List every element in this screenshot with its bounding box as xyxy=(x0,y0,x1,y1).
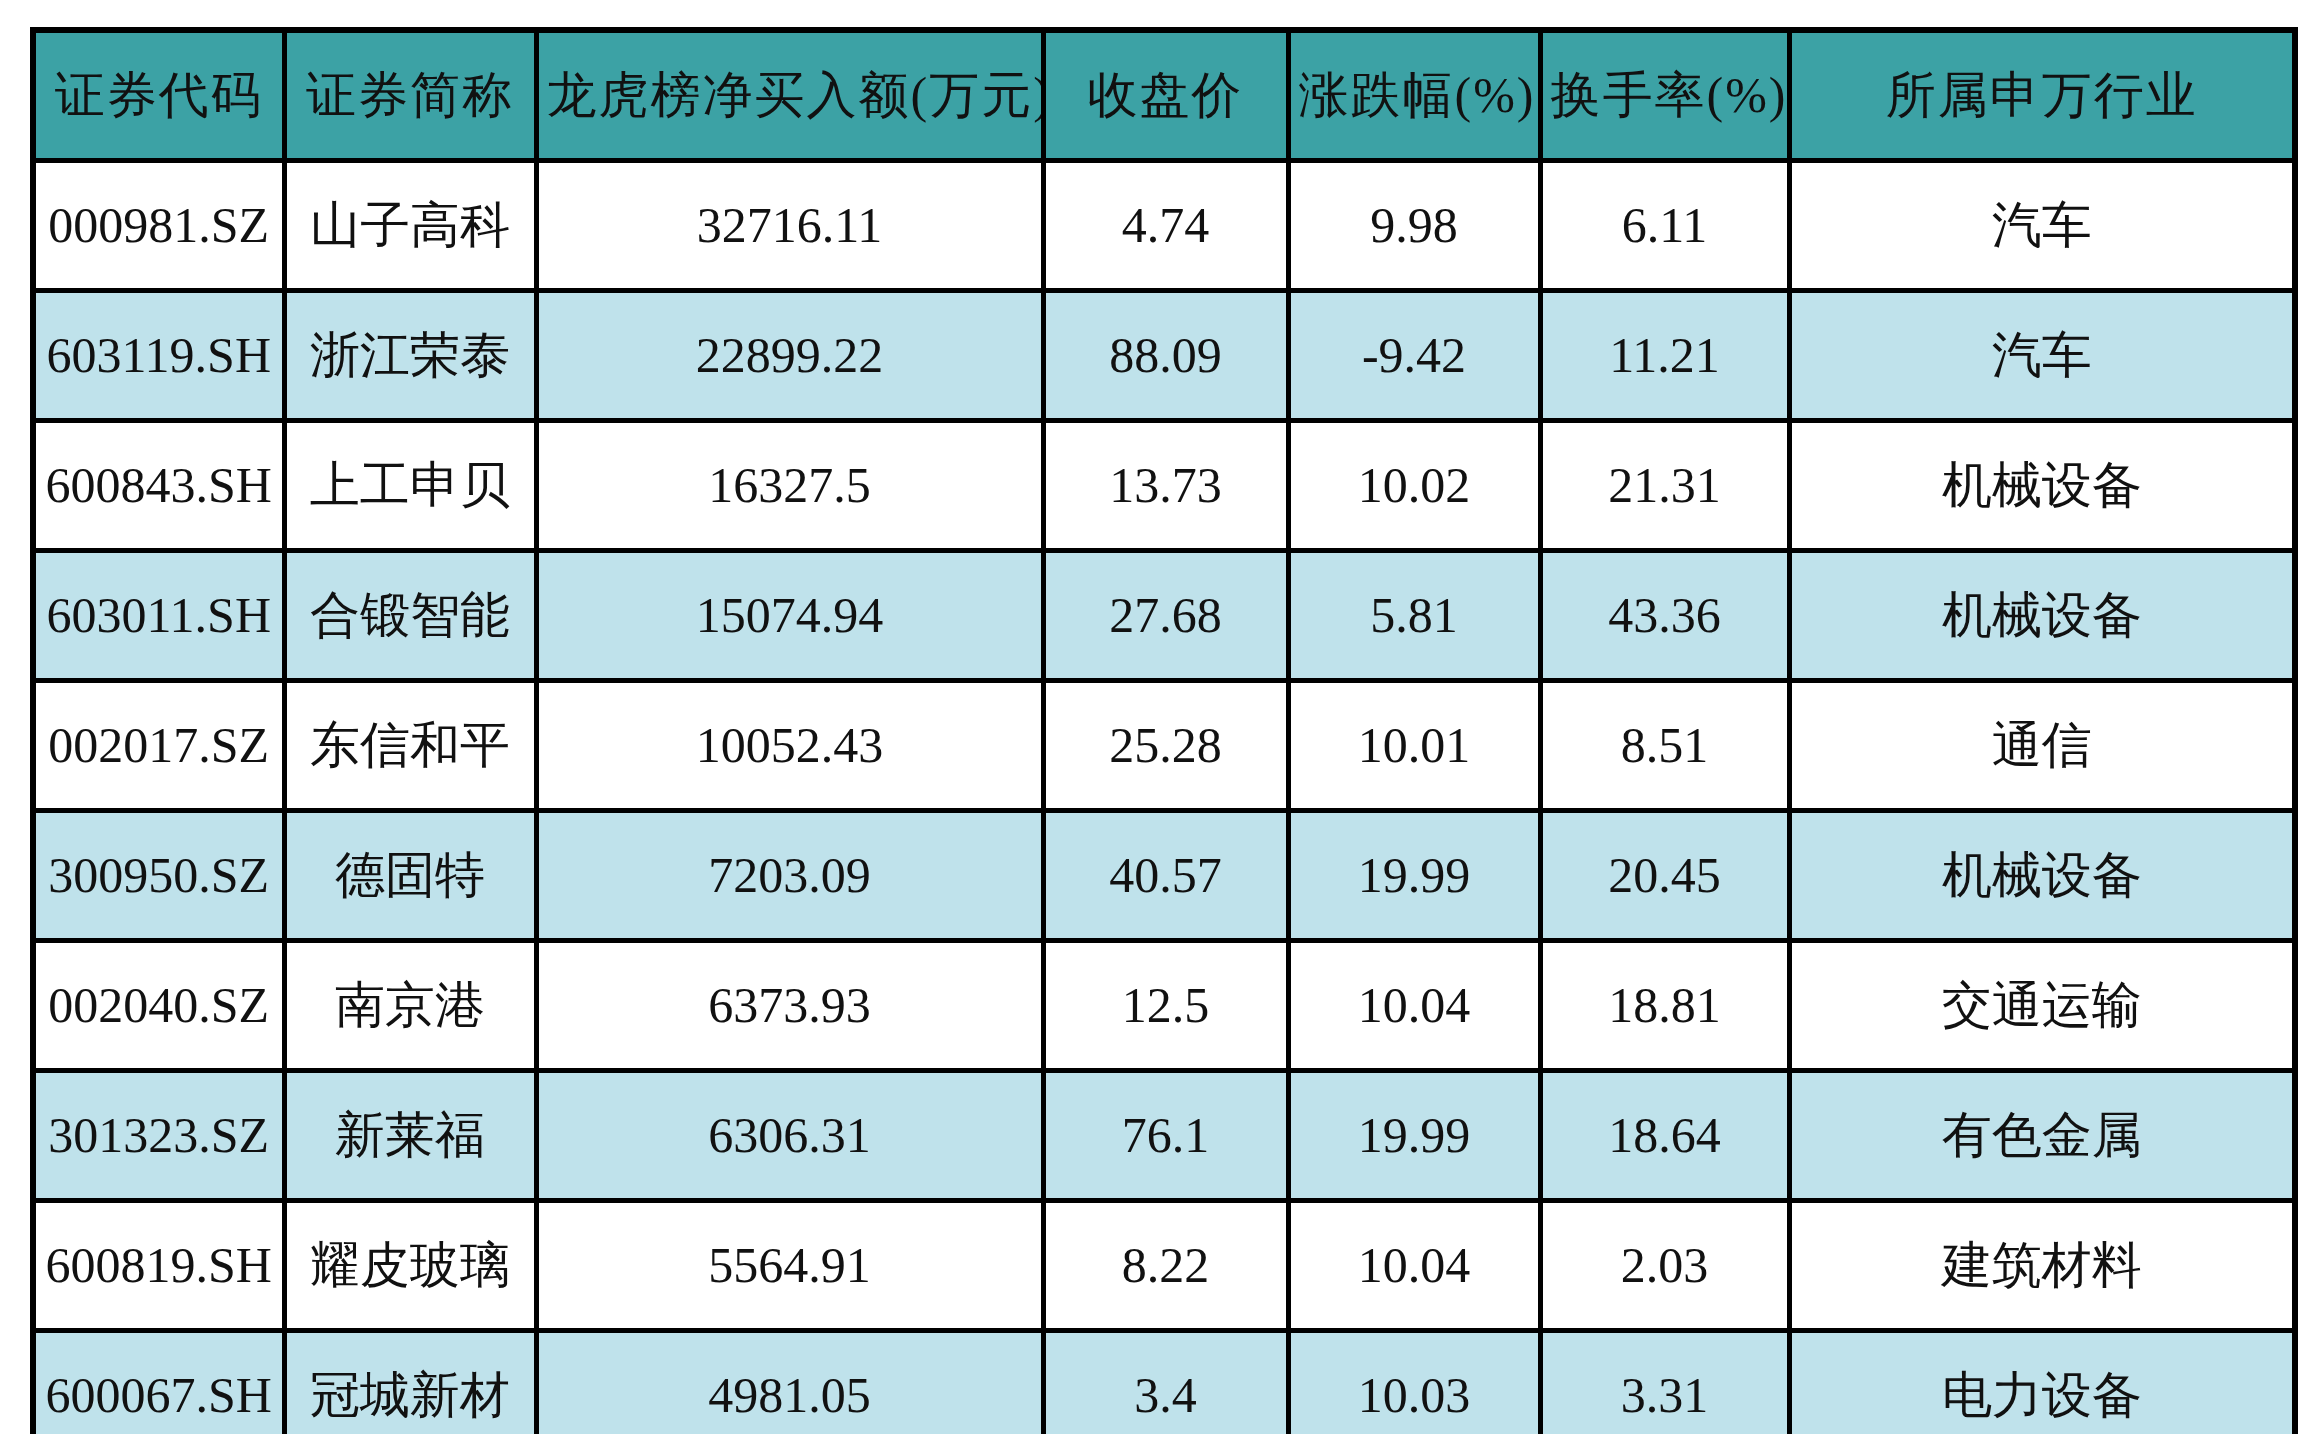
cell-security-name: 山子高科 xyxy=(284,161,536,291)
cell-industry: 通信 xyxy=(1789,681,2295,811)
cell-industry: 机械设备 xyxy=(1789,421,2295,551)
cell-change-pct: 10.01 xyxy=(1288,681,1540,811)
table-header-row: 证券代码 证券简称 龙虎榜净买入额(万元) 收盘价 涨跌幅(%) 换手率(%) … xyxy=(33,30,2295,161)
table-row: 000981.SZ 山子高科 32716.11 4.74 9.98 6.11 汽… xyxy=(33,161,2295,291)
cell-net-buy-amount: 6373.93 xyxy=(536,941,1043,1071)
cell-turnover-pct: 21.31 xyxy=(1540,421,1789,551)
table-row: 600067.SH 冠城新材 4981.05 3.4 10.03 3.31 电力… xyxy=(33,1331,2295,1434)
cell-security-code: 300950.SZ xyxy=(33,811,284,941)
table-row: 002017.SZ 东信和平 10052.43 25.28 10.01 8.51… xyxy=(33,681,2295,811)
cell-security-name: 上工申贝 xyxy=(284,421,536,551)
cell-change-pct: 10.04 xyxy=(1288,941,1540,1071)
cell-turnover-pct: 43.36 xyxy=(1540,551,1789,681)
cell-net-buy-amount: 15074.94 xyxy=(536,551,1043,681)
table-row: 600819.SH 耀皮玻璃 5564.91 8.22 10.04 2.03 建… xyxy=(33,1201,2295,1331)
cell-change-pct: 9.98 xyxy=(1288,161,1540,291)
table-row: 603119.SH 浙江荣泰 22899.22 88.09 -9.42 11.2… xyxy=(33,291,2295,421)
cell-industry: 汽车 xyxy=(1789,291,2295,421)
column-header-turnover-pct: 换手率(%) xyxy=(1540,30,1789,161)
cell-security-code: 002040.SZ xyxy=(33,941,284,1071)
cell-turnover-pct: 8.51 xyxy=(1540,681,1789,811)
cell-security-name: 新莱福 xyxy=(284,1071,536,1201)
cell-industry: 机械设备 xyxy=(1789,811,2295,941)
cell-security-code: 600843.SH xyxy=(33,421,284,551)
cell-security-name: 东信和平 xyxy=(284,681,536,811)
cell-net-buy-amount: 32716.11 xyxy=(536,161,1043,291)
cell-net-buy-amount: 16327.5 xyxy=(536,421,1043,551)
stock-table: 证券代码 证券简称 龙虎榜净买入额(万元) 收盘价 涨跌幅(%) 换手率(%) … xyxy=(30,27,2298,1434)
column-header-net-buy-amount: 龙虎榜净买入额(万元) xyxy=(536,30,1043,161)
cell-close-price: 25.28 xyxy=(1043,681,1288,811)
table-row: 300950.SZ 德固特 7203.09 40.57 19.99 20.45 … xyxy=(33,811,2295,941)
cell-industry: 交通运输 xyxy=(1789,941,2295,1071)
cell-close-price: 8.22 xyxy=(1043,1201,1288,1331)
cell-security-name: 冠城新材 xyxy=(284,1331,536,1434)
column-header-industry: 所属申万行业 xyxy=(1789,30,2295,161)
column-header-security-code: 证券代码 xyxy=(33,30,284,161)
cell-turnover-pct: 3.31 xyxy=(1540,1331,1789,1434)
cell-industry: 有色金属 xyxy=(1789,1071,2295,1201)
cell-security-name: 南京港 xyxy=(284,941,536,1071)
table-row: 002040.SZ 南京港 6373.93 12.5 10.04 18.81 交… xyxy=(33,941,2295,1071)
column-header-security-name: 证券简称 xyxy=(284,30,536,161)
cell-industry: 机械设备 xyxy=(1789,551,2295,681)
cell-change-pct: 19.99 xyxy=(1288,1071,1540,1201)
column-header-close-price: 收盘价 xyxy=(1043,30,1288,161)
cell-close-price: 40.57 xyxy=(1043,811,1288,941)
cell-turnover-pct: 2.03 xyxy=(1540,1201,1789,1331)
cell-close-price: 27.68 xyxy=(1043,551,1288,681)
cell-turnover-pct: 11.21 xyxy=(1540,291,1789,421)
cell-change-pct: 19.99 xyxy=(1288,811,1540,941)
cell-security-code: 002017.SZ xyxy=(33,681,284,811)
cell-net-buy-amount: 10052.43 xyxy=(536,681,1043,811)
cell-change-pct: 5.81 xyxy=(1288,551,1540,681)
cell-close-price: 13.73 xyxy=(1043,421,1288,551)
table-row: 600843.SH 上工申贝 16327.5 13.73 10.02 21.31… xyxy=(33,421,2295,551)
table-body: 000981.SZ 山子高科 32716.11 4.74 9.98 6.11 汽… xyxy=(33,161,2295,1434)
table-row: 301323.SZ 新莱福 6306.31 76.1 19.99 18.64 有… xyxy=(33,1071,2295,1201)
cell-industry: 建筑材料 xyxy=(1789,1201,2295,1331)
column-header-change-pct: 涨跌幅(%) xyxy=(1288,30,1540,161)
cell-security-code: 301323.SZ xyxy=(33,1071,284,1201)
cell-security-name: 合锻智能 xyxy=(284,551,536,681)
cell-change-pct: 10.04 xyxy=(1288,1201,1540,1331)
cell-security-code: 603119.SH xyxy=(33,291,284,421)
cell-close-price: 88.09 xyxy=(1043,291,1288,421)
cell-close-price: 76.1 xyxy=(1043,1071,1288,1201)
cell-close-price: 3.4 xyxy=(1043,1331,1288,1434)
cell-security-code: 603011.SH xyxy=(33,551,284,681)
cell-security-name: 耀皮玻璃 xyxy=(284,1201,536,1331)
cell-change-pct: -9.42 xyxy=(1288,291,1540,421)
cell-industry: 汽车 xyxy=(1789,161,2295,291)
cell-net-buy-amount: 7203.09 xyxy=(536,811,1043,941)
cell-turnover-pct: 6.11 xyxy=(1540,161,1789,291)
cell-net-buy-amount: 6306.31 xyxy=(536,1071,1043,1201)
cell-close-price: 4.74 xyxy=(1043,161,1288,291)
cell-security-name: 德固特 xyxy=(284,811,536,941)
cell-change-pct: 10.02 xyxy=(1288,421,1540,551)
cell-security-name: 浙江荣泰 xyxy=(284,291,536,421)
cell-security-code: 000981.SZ xyxy=(33,161,284,291)
cell-turnover-pct: 20.45 xyxy=(1540,811,1789,941)
cell-change-pct: 10.03 xyxy=(1288,1331,1540,1434)
cell-turnover-pct: 18.81 xyxy=(1540,941,1789,1071)
cell-net-buy-amount: 5564.91 xyxy=(536,1201,1043,1331)
cell-turnover-pct: 18.64 xyxy=(1540,1071,1789,1201)
cell-net-buy-amount: 22899.22 xyxy=(536,291,1043,421)
table-row: 603011.SH 合锻智能 15074.94 27.68 5.81 43.36… xyxy=(33,551,2295,681)
cell-security-code: 600819.SH xyxy=(33,1201,284,1331)
cell-net-buy-amount: 4981.05 xyxy=(536,1331,1043,1434)
cell-close-price: 12.5 xyxy=(1043,941,1288,1071)
cell-security-code: 600067.SH xyxy=(33,1331,284,1434)
cell-industry: 电力设备 xyxy=(1789,1331,2295,1434)
